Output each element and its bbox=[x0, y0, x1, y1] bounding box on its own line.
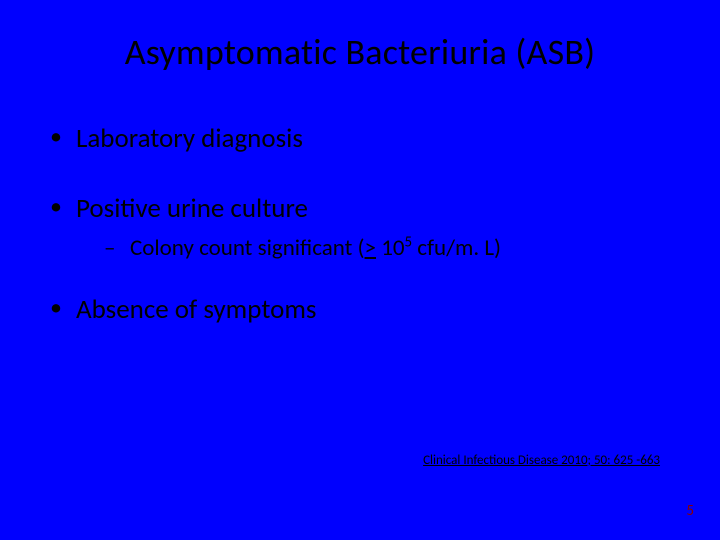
bullet-item-1: Laboratory diagnosis bbox=[48, 122, 672, 156]
bullet-item-3-text: Absence of symptoms bbox=[76, 293, 316, 326]
bullet-item-1-text: Laboratory diagnosis bbox=[76, 122, 303, 155]
gte-symbol: > bbox=[365, 234, 376, 262]
bullet-item-3: Absence of symptoms bbox=[48, 293, 672, 327]
sub-bullet-base: 10 bbox=[376, 234, 405, 262]
bullet-item-2: Positive urine culture Colony count sign… bbox=[48, 192, 672, 264]
sub-bullet-suffix: cfu/m. L) bbox=[412, 234, 501, 262]
slide-title: Asymptomatic Bacteriuria (ASB) bbox=[48, 30, 672, 74]
sub-bullet-prefix: Colony count significant ( bbox=[130, 234, 365, 262]
bullet-item-2-text: Positive urine culture bbox=[76, 192, 308, 225]
slide: Asymptomatic Bacteriuria (ASB) Laborator… bbox=[0, 0, 720, 540]
exponent: 5 bbox=[405, 233, 413, 251]
sub-bullet-list: Colony count significant (> 105 cfu/m. L… bbox=[76, 234, 672, 264]
bullet-list: Laboratory diagnosis Positive urine cult… bbox=[48, 122, 672, 327]
citation: Clinical Infectious Disease 2010; 50: 62… bbox=[423, 453, 660, 468]
sub-bullet-item: Colony count significant (> 105 cfu/m. L… bbox=[104, 234, 672, 264]
page-number: 5 bbox=[686, 502, 694, 520]
